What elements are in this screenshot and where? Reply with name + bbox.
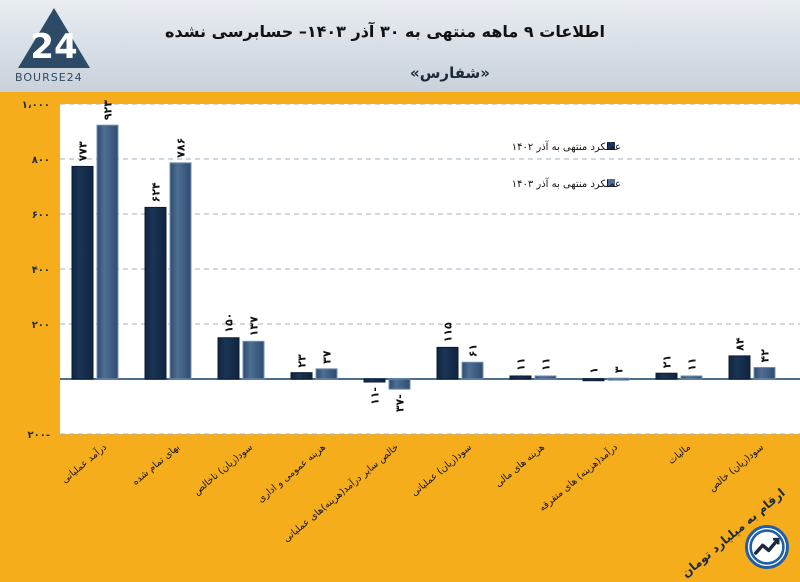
data-label: ۹۲۳ [102, 100, 115, 120]
data-label: ۱۵۰ [223, 313, 236, 333]
y-tick-label: ۸۰۰ [32, 155, 50, 166]
logo-text: BOURSE24 [15, 71, 83, 84]
bar [655, 372, 678, 380]
category-label: درآمد عملیاتی [58, 440, 109, 485]
bar [144, 206, 167, 380]
category-label: هزینه های مالی [493, 442, 547, 490]
data-label: ۳ [613, 366, 626, 373]
bar [582, 378, 605, 382]
data-label: ۱۳۷ [248, 316, 261, 336]
bar [509, 375, 532, 380]
legend-label: عملکرد منتهی به آذر ۱۴۰۳ [512, 177, 621, 190]
bar [461, 361, 484, 380]
bar [728, 355, 751, 380]
data-label: ۱۱- [369, 387, 382, 405]
y-tick-label: ۱،۰۰۰ [22, 100, 50, 111]
bar [290, 372, 313, 380]
logo-24-icon: 24 [18, 8, 90, 68]
bar [753, 366, 776, 380]
y-tick-label: ۲۰۰- [28, 430, 50, 441]
page-title: اطلاعات ۹ ماهه منتهی به ۳۰ آذر ۱۴۰۳– حسا… [165, 22, 605, 41]
y-tick-label: ۲۰۰ [32, 320, 50, 331]
bar [680, 375, 703, 380]
category-label: درآمد(هزینه) های متفرقه [536, 440, 620, 513]
category-label: مالیات [666, 442, 693, 467]
y-tick-label: ۶۰۰ [32, 210, 50, 221]
data-label: ۱۱ [686, 358, 699, 371]
bar [534, 375, 557, 380]
data-label: ۲۳ [296, 354, 309, 368]
data-label: ۶۱ [467, 344, 480, 357]
data-label: ۲۱ [661, 355, 674, 368]
page-subtitle: «شفارس» [410, 64, 490, 82]
data-label: ۱۱ [515, 358, 528, 371]
category-label: خالص سایر درآمد(هزینه)های عملیاتی [280, 440, 401, 544]
svg-text:24: 24 [30, 27, 77, 67]
bar [363, 378, 386, 383]
legend-swatch [607, 179, 615, 187]
bar [242, 340, 265, 380]
legend-label: عملکرد منتهی به آذر ۱۴۰۲ [512, 140, 621, 153]
data-label: ۱۱۵ [442, 322, 455, 342]
bar [71, 165, 94, 380]
category-label: هزینه عمومی و اداری [256, 442, 328, 505]
bar [388, 378, 411, 390]
data-label: ۶۲۴ [150, 182, 163, 202]
data-label: ۸۴ [734, 337, 747, 351]
category-label: سود(زیان) عملیاتی [409, 442, 474, 499]
legend-swatch [607, 142, 615, 150]
trend-badge-icon [745, 525, 789, 569]
data-label: ۴۲ [759, 349, 772, 363]
bar [169, 162, 192, 380]
y-tick-label: ۴۰۰ [32, 265, 50, 276]
data-label: ۱۱ [540, 358, 553, 371]
bar [607, 377, 630, 381]
data-label: ۷۸۶ [175, 138, 188, 158]
data-label: ۷۷۳ [77, 141, 90, 161]
bar-chart: ۲۰۰-۲۰۰۴۰۰۶۰۰۸۰۰۱،۰۰۰۷۷۳۶۲۴۱۵۰۲۳۱۱-۱۱۵۱۱… [22, 100, 800, 545]
bar [315, 368, 338, 380]
data-label: ۳۷ [321, 350, 334, 364]
header-band: 24 BOURSE24 اطلاعات ۹ ماهه منتهی به ۳۰ آ… [0, 0, 800, 92]
bar [436, 346, 459, 380]
category-label: سود(زیان) خالص [707, 442, 766, 494]
bar [96, 124, 119, 380]
data-label: ۳۷- [394, 394, 407, 412]
category-label: بهای تمام شده [130, 442, 182, 488]
data-label: ۱ [588, 367, 601, 374]
bar [217, 337, 240, 380]
category-label: سود(زیان) ناخالص [192, 442, 255, 498]
